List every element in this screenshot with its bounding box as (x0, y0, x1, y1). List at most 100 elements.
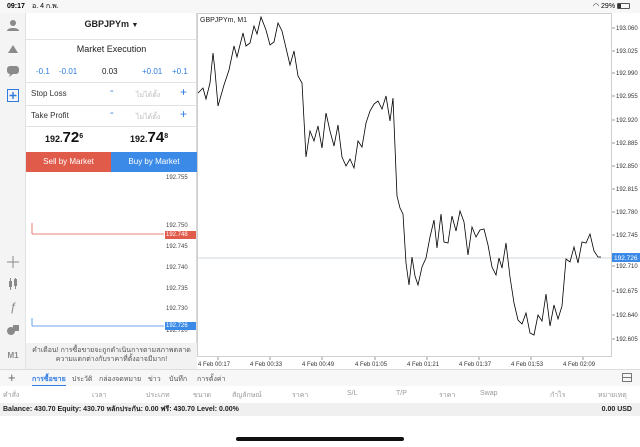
timeframe-button[interactable]: M1 (7, 350, 19, 360)
column-header: คำสั่ง (3, 392, 20, 399)
current-price-tag (612, 253, 640, 262)
take-profit-plus-button[interactable]: + (180, 107, 188, 121)
depth-tick: 192.755 (166, 175, 188, 181)
x-tick-label: 4 Feb 02:09 (563, 362, 596, 368)
tab-settings[interactable]: การตั้งค่า (197, 376, 226, 383)
y-tick-label: 192.955 (616, 94, 638, 100)
indicators-icon[interactable]: ƒ (9, 300, 17, 314)
column-header: S/L (347, 390, 358, 397)
x-tick-label: 4 Feb 00:17 (198, 362, 231, 368)
bid-price: 192.726 (45, 129, 84, 146)
crosshair-icon[interactable] (5, 254, 21, 270)
y-tick-label: 192.605 (616, 337, 638, 343)
stop-loss-plus-button[interactable]: + (180, 85, 188, 99)
column-header: Swap (480, 390, 498, 397)
y-tick-label: 192.885 (616, 141, 638, 147)
status-bar: 09:17 อ. 4 ก.พ. ◠ 29% (0, 0, 640, 13)
current-price-label: 192.726 (614, 255, 638, 262)
y-tick-label: 192.990 (616, 71, 638, 77)
column-header: เวลา (92, 392, 107, 399)
price-chart[interactable]: GBPJPYm, M1 193.060 193.025 192.990 192.955… (197, 13, 640, 369)
tool-strip: ƒ M1 (0, 13, 26, 369)
symbol-selector[interactable]: GBPJPYm ▼ (26, 19, 197, 29)
price-chart-svg: GBPJPYm, M1 193.060 193.025 192.990 192.955… (197, 13, 640, 368)
chat-icon[interactable] (5, 63, 21, 79)
account-icon[interactable] (5, 17, 21, 33)
tab-history[interactable]: ประวัติ (72, 376, 93, 383)
trade-columns: คำสั่ง เวลา ประเภท ขนาด สัญลักษณ์ ราคา S… (0, 386, 640, 403)
add-icon[interactable]: + (8, 370, 16, 385)
volume-plus-0-01[interactable]: +0.01 (142, 67, 163, 76)
balance-text: Balance: 430.70 Equity: 430.70 หลักประกั… (3, 406, 239, 413)
plot-frame (197, 13, 612, 357)
x-tick-label: 4 Feb 01:05 (355, 362, 388, 368)
battery-icon (617, 3, 630, 10)
depth-tick: 192.720 (166, 328, 188, 334)
balance-bar: Balance: 430.70 Equity: 430.70 หลักประกั… (0, 403, 640, 416)
column-header: ขนาด (193, 392, 212, 399)
home-indicator[interactable] (236, 437, 404, 441)
volume-minus-0-1[interactable]: -0.1 (36, 67, 50, 76)
tab-news[interactable]: ข่าว (148, 376, 161, 383)
x-tick-label: 4 Feb 01:37 (459, 362, 492, 368)
tab-journal[interactable]: บันทึก (169, 376, 188, 383)
y-tick-label: 192.815 (616, 187, 638, 193)
take-profit-minus-button[interactable]: - (110, 107, 114, 119)
y-tick-label: 192.780 (616, 210, 638, 216)
column-header: T/P (396, 390, 407, 397)
new-order-icon[interactable] (5, 87, 21, 103)
take-profit-label: Take Profit (31, 111, 69, 120)
y-tick-label: 193.060 (616, 26, 638, 32)
execution-type[interactable]: Market Execution (76, 44, 147, 54)
stop-loss-label: Stop Loss (31, 89, 67, 98)
depth-tick: 192.730 (166, 306, 188, 312)
x-tick-label: 4 Feb 01:53 (511, 362, 544, 368)
y-tick-label: 192.640 (616, 313, 638, 319)
terminal-tabs: + การซื้อขาย ประวัติ กล่องจดหมาย ข่าว บั… (0, 369, 640, 386)
y-axis: 193.060 193.025 192.990 192.955 192.920 192.8… (612, 26, 638, 343)
y-tick-label: 192.710 (616, 264, 638, 270)
wifi-icon: ◠ (592, 3, 600, 10)
candles-icon[interactable] (5, 276, 21, 292)
depth-bid-tag: 192.726 (165, 322, 196, 330)
x-tick-label: 4 Feb 01:21 (407, 362, 440, 368)
depth-tick: 192.740 (166, 265, 188, 271)
volume-minus-0-01[interactable]: -0.01 (59, 67, 78, 76)
expand-icon[interactable] (622, 373, 632, 384)
column-header: ประเภท (146, 392, 170, 399)
sell-by-market-button[interactable]: Sell by Market (26, 152, 111, 172)
column-header: สัญลักษณ์ (232, 392, 262, 399)
battery-percent: 29% (601, 3, 616, 10)
status-battery: ◠ 29% (593, 0, 630, 13)
buy-by-market-button[interactable]: Buy by Market (111, 152, 197, 172)
stop-loss-minus-button[interactable]: - (110, 85, 114, 97)
objects-icon[interactable] (5, 322, 21, 338)
chart-title: GBPJPYm, M1 (200, 17, 247, 24)
stop-loss-input[interactable]: ไม่ได้ตั้ง (136, 92, 161, 99)
volume-input[interactable]: 0.03 (102, 67, 118, 76)
status-time: 09:17 (7, 3, 25, 10)
y-tick-label: 192.745 (616, 233, 638, 239)
tab-trade[interactable]: การซื้อขาย (32, 374, 66, 386)
column-header: ราคา (439, 392, 456, 399)
status-date: อ. 4 ก.พ. (32, 3, 59, 10)
tab-mailbox[interactable]: กล่องจดหมาย (99, 376, 142, 383)
y-tick-label: 192.920 (616, 118, 638, 124)
balance-total: 0.00 USD (601, 406, 632, 413)
depth-tick: 192.750 (166, 223, 188, 229)
column-header: ราคา (292, 392, 309, 399)
volume-plus-0-1[interactable]: +0.1 (172, 67, 188, 76)
depth-tick: 192.745 (166, 244, 188, 250)
column-header: กำไร (550, 392, 566, 399)
price-line (197, 15, 601, 336)
market-warning: คำเตือน! การซื้อขายจะถูกดำเนินการตามสภาพ… (26, 343, 197, 369)
trade-up-icon[interactable] (5, 40, 21, 56)
y-tick-label: 192.850 (616, 164, 638, 170)
tick-depth-svg (31, 223, 164, 327)
depth-tick: 192.735 (166, 286, 188, 292)
tick-depth-chart: 192.755 192.750 192.745 192.740 192.735 … (26, 175, 197, 343)
y-tick-label: 193.025 (616, 49, 638, 55)
y-tick-label: 192.675 (616, 289, 638, 295)
take-profit-input[interactable]: ไม่ได้ตั้ง (136, 114, 161, 121)
